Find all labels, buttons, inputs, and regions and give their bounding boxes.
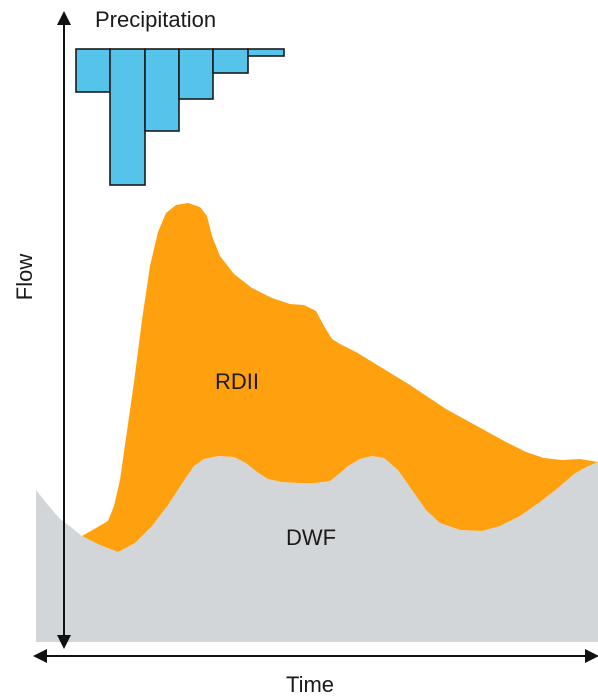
rain-bar-3 [144, 48, 180, 132]
rain-bar-2 [109, 48, 146, 186]
flow-axis-label: Flow [12, 254, 37, 301]
time-axis-label: Time [286, 672, 334, 696]
precipitation-hyetograph [75, 48, 285, 186]
rdii-label: RDII [215, 369, 259, 394]
precipitation-label: Precipitation [95, 7, 216, 32]
dwf-area [36, 456, 598, 642]
dwf-label: DWF [286, 525, 336, 550]
rain-bar-6 [247, 48, 285, 57]
rain-bar-4 [178, 48, 214, 100]
rdii-area [82, 203, 598, 552]
rain-bar-5 [212, 48, 249, 74]
rain-bar-1 [75, 48, 111, 93]
